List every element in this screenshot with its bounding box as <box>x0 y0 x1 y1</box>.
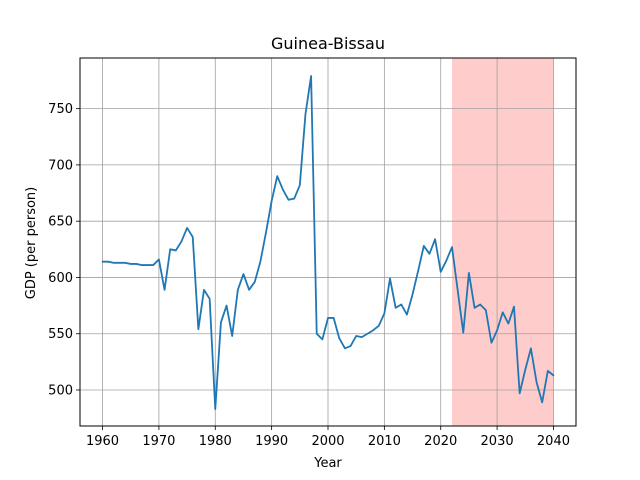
y-tick-label: 700 <box>48 158 73 173</box>
x-tick-label: 2010 <box>368 434 401 449</box>
y-tick-label: 650 <box>48 215 73 230</box>
x-tick-label: 1970 <box>142 434 175 449</box>
grid-layer <box>80 58 576 426</box>
y-axis: 500 550 600 650 700 750 <box>48 102 80 398</box>
x-axis-label: Year <box>313 456 342 471</box>
x-axis: 1960 1970 1980 1990 2000 2010 2020 2030 2040 <box>86 426 570 449</box>
x-tick-label: 2000 <box>311 434 344 449</box>
x-tick-label: 2040 <box>537 434 570 449</box>
forecast-highlight-band <box>452 58 554 426</box>
x-tick-label: 1980 <box>199 434 232 449</box>
chart-title: Guinea-Bissau <box>271 34 385 53</box>
series-layer <box>101 75 555 411</box>
y-axis-label: GDP (per person) <box>24 187 39 300</box>
highlight-layer <box>452 58 554 426</box>
y-tick-label: 500 <box>48 383 73 398</box>
y-tick-label: 750 <box>48 102 73 117</box>
x-tick-label: 2020 <box>424 434 457 449</box>
y-tick-label: 550 <box>48 327 73 342</box>
gdp-series-line <box>101 75 555 411</box>
y-tick-label: 600 <box>48 271 73 286</box>
x-tick-label: 1960 <box>86 434 119 449</box>
x-tick-label: 1990 <box>255 434 288 449</box>
x-tick-label: 2030 <box>481 434 514 449</box>
